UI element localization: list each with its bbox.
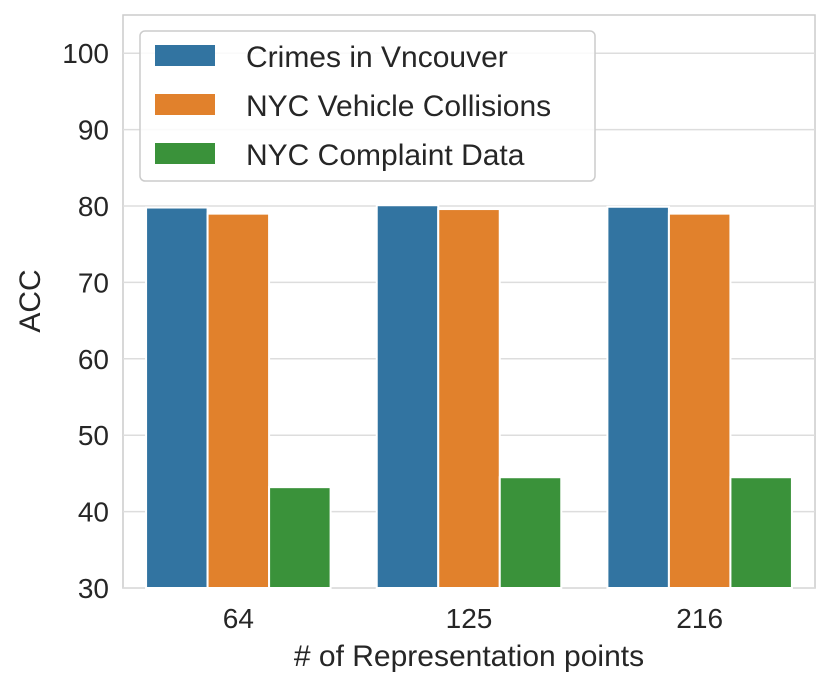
bar [667,212,732,589]
legend-swatch [155,94,215,115]
bar [375,204,440,589]
legend-swatch [155,45,215,66]
x-tick-label: 216 [676,603,723,634]
bar [145,206,209,589]
bar [729,476,793,589]
y-tick-label: 90 [78,115,109,146]
y-tick-labels: 30 40 50 60 70 80 90 100 [62,38,109,604]
x-tick-labels: 64 125 216 [223,603,723,634]
legend-swatch [155,143,215,164]
bar [206,212,271,589]
legend-label: NYC Vehicle Collisions [246,90,551,123]
y-tick-label: 80 [78,191,109,222]
bars [145,204,793,590]
y-tick-label: 30 [78,573,109,604]
y-axis-title: ACC [14,269,47,332]
legend-box [139,30,596,182]
bar [437,208,501,589]
bar [606,205,670,589]
legend: Crimes in Vncouver NYC Vehicle Collisions… [139,30,596,182]
legend-label: Crimes in Vncouver [246,41,508,74]
y-tick-label: 100 [62,38,109,69]
x-tick-label: 125 [446,603,493,634]
y-tick-label: 70 [78,267,109,298]
x-axis-title: # of Representation points [294,640,644,673]
y-tick-label: 50 [78,420,109,451]
legend-label: NYC Complaint Data [246,139,525,172]
y-tick-label: 60 [78,344,109,375]
x-tick-label: 64 [223,603,254,634]
bar [498,476,563,589]
y-tick-label: 40 [78,497,109,528]
bar [268,486,332,590]
